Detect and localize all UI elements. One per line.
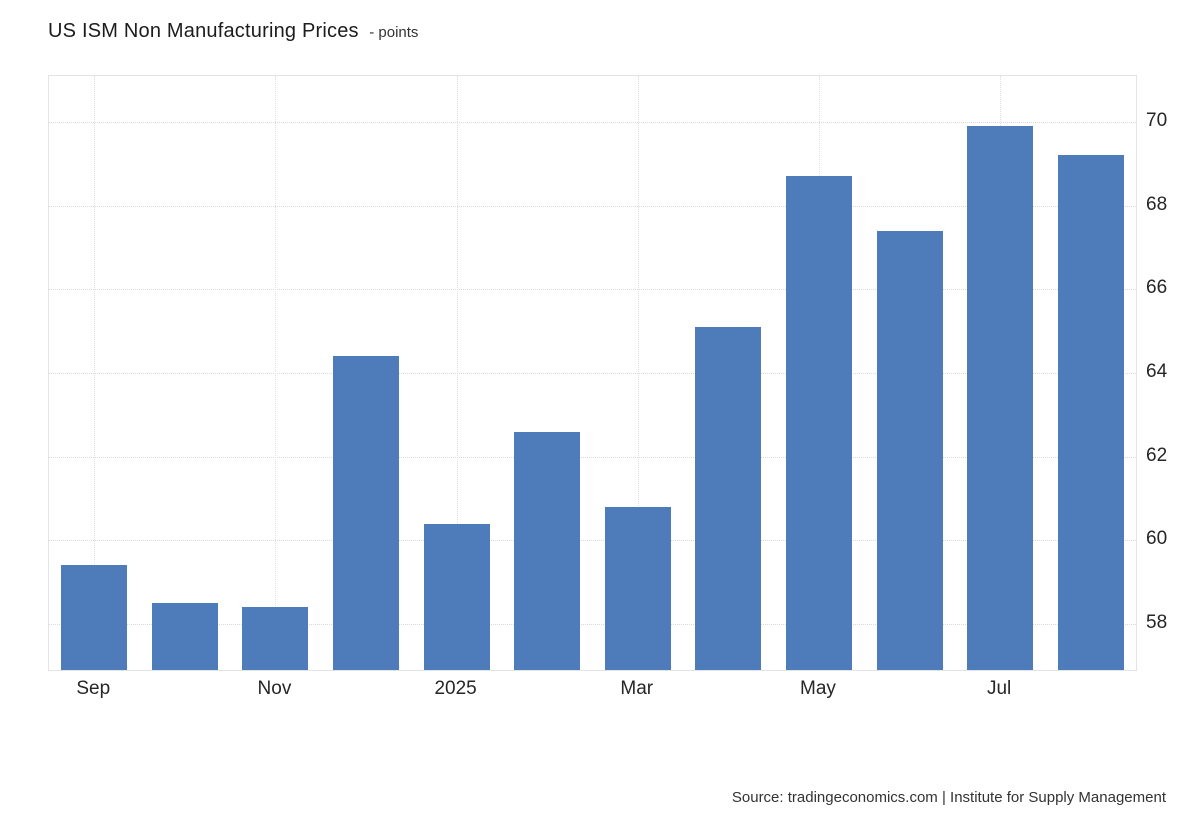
y-tick-label: 60 — [1146, 528, 1168, 550]
gridline-horizontal — [49, 373, 1136, 374]
bar-jul[interactable] — [967, 126, 1034, 670]
gridline-horizontal — [49, 540, 1136, 542]
bar-dec[interactable] — [333, 356, 400, 670]
gridline-horizontal — [49, 289, 1136, 291]
gridline-horizontal — [49, 623, 1136, 625]
y-tick-label: 68 — [1146, 193, 1168, 215]
x-tick-label: May — [800, 678, 836, 699]
y-tick-label: 62 — [1146, 444, 1168, 466]
gridline-vertical — [456, 76, 458, 670]
gridline-vertical — [94, 76, 96, 670]
x-tick-label: 2025 — [434, 678, 477, 699]
chart-subtitle: - points — [369, 24, 419, 41]
bar-oct[interactable] — [151, 603, 218, 670]
gridline-vertical — [637, 76, 639, 670]
bar-sep[interactable] — [61, 565, 128, 670]
x-tick-label: Nov — [257, 678, 292, 699]
bar-mar[interactable] — [604, 506, 671, 670]
gridline-horizontal — [49, 122, 1136, 123]
bar-nov[interactable] — [242, 607, 309, 670]
bar-aug[interactable] — [1057, 155, 1124, 670]
gridline-vertical — [275, 76, 277, 670]
y-tick-label: 66 — [1146, 277, 1168, 299]
x-axis: Sep Nov 2025 Mar May Jul — [48, 678, 1137, 708]
chart-header: US ISM Non Manufacturing Prices - points — [48, 20, 418, 43]
bar-may[interactable] — [785, 176, 852, 670]
y-tick-label: 58 — [1146, 611, 1168, 633]
bar-jan[interactable] — [423, 523, 490, 670]
x-tick-label: Jul — [986, 678, 1012, 699]
plot-area — [48, 75, 1137, 671]
y-tick-label: 70 — [1146, 110, 1168, 131]
bar-apr[interactable] — [695, 326, 762, 670]
bar-jun[interactable] — [876, 230, 943, 670]
y-tick-label: 64 — [1146, 361, 1168, 382]
gridline-horizontal — [49, 205, 1136, 207]
bar-feb[interactable] — [514, 431, 581, 670]
source-attribution: Source: tradingeconomics.com | Institute… — [731, 789, 1166, 806]
x-tick-label: Sep — [76, 678, 111, 699]
chart-title: US ISM Non Manufacturing Prices — [48, 20, 359, 42]
x-tick-label: Mar — [620, 678, 654, 699]
y-axis: 58 60 62 64 66 68 70 — [1146, 75, 1196, 671]
gridline-horizontal — [49, 456, 1136, 458]
